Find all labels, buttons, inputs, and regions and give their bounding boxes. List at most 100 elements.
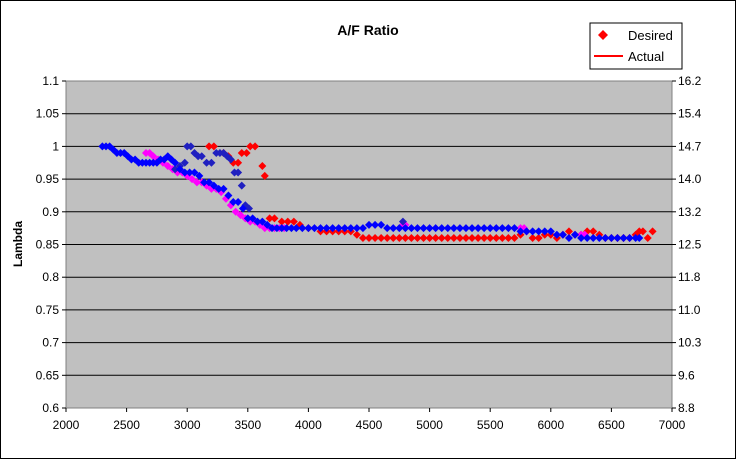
data-point xyxy=(282,224,291,233)
data-point xyxy=(270,214,279,223)
y-tick-label: 0.8 xyxy=(42,270,59,284)
legend: Desired Actual xyxy=(589,22,683,70)
data-point xyxy=(377,233,386,242)
x-tick-label: 3500 xyxy=(234,418,261,432)
data-point xyxy=(188,175,197,184)
data-point xyxy=(564,227,573,236)
legend-marker-desired xyxy=(598,30,608,40)
data-point xyxy=(236,211,245,220)
y-tick-label: 0.6 xyxy=(42,401,59,415)
data-point xyxy=(449,233,458,242)
data-point xyxy=(643,233,652,242)
data-point xyxy=(589,233,598,242)
data-point xyxy=(443,224,452,233)
data-point xyxy=(304,224,313,233)
data-point xyxy=(607,233,616,242)
data-point xyxy=(528,233,537,242)
data-point xyxy=(365,233,373,242)
data-point xyxy=(534,227,543,236)
data-point xyxy=(192,178,201,187)
data-point xyxy=(419,233,428,242)
data-point xyxy=(437,224,446,233)
data-point xyxy=(175,165,184,174)
data-point xyxy=(287,224,296,233)
data-point xyxy=(504,224,513,233)
data-point xyxy=(358,233,367,242)
data-point xyxy=(449,224,458,233)
data-point xyxy=(419,224,428,233)
data-point xyxy=(237,148,246,157)
data-point xyxy=(546,227,555,236)
data-point xyxy=(492,224,501,233)
x-tick-label: 7000 xyxy=(659,418,686,432)
data-point xyxy=(209,181,218,190)
x-tick-label: 4500 xyxy=(356,418,383,432)
data-point xyxy=(365,220,373,229)
data-point xyxy=(395,224,404,233)
data-point xyxy=(625,233,634,242)
data-point xyxy=(200,178,209,187)
y2-tick-label: 14.7 xyxy=(678,139,702,153)
y2-tick-label: 11.0 xyxy=(678,303,701,317)
data-point xyxy=(298,224,307,233)
data-point xyxy=(407,233,416,242)
y2-tick-label: 13.2 xyxy=(678,205,702,219)
data-point xyxy=(234,158,243,167)
data-point xyxy=(237,181,246,190)
legend-label-actual: Actual xyxy=(628,49,664,64)
data-point xyxy=(389,224,398,233)
data-point xyxy=(205,142,214,151)
data-point xyxy=(474,233,483,242)
data-point xyxy=(263,220,272,229)
data-point xyxy=(534,233,543,242)
x-tick-label: 2500 xyxy=(113,418,140,432)
data-point xyxy=(486,224,495,233)
data-point xyxy=(498,224,507,233)
data-point xyxy=(310,224,319,233)
data-point xyxy=(461,233,470,242)
data-point xyxy=(468,233,477,242)
data-point xyxy=(510,224,519,233)
data-point xyxy=(346,224,355,233)
data-point xyxy=(558,230,567,239)
data-point xyxy=(510,233,519,242)
data-point xyxy=(455,224,464,233)
data-point xyxy=(601,233,610,242)
x-tick-label: 4000 xyxy=(295,418,322,432)
data-point xyxy=(401,233,410,242)
data-point xyxy=(171,165,180,174)
data-point xyxy=(248,214,257,223)
y-tick-label: 0.85 xyxy=(36,238,60,252)
legend-label-desired: Desired xyxy=(628,28,673,43)
data-point xyxy=(328,224,337,233)
y2-tick-label: 8.8 xyxy=(678,401,695,415)
data-point xyxy=(504,233,513,242)
data-points xyxy=(98,142,657,242)
data-point xyxy=(431,233,440,242)
series-2 xyxy=(171,142,407,226)
data-point xyxy=(234,197,243,206)
data-point xyxy=(516,227,525,236)
gridlines xyxy=(66,113,672,376)
y2-tick-label: 14.0 xyxy=(678,172,702,186)
y2-tick-label: 15.4 xyxy=(678,107,702,121)
x-axis-ticks: 2000 2500 3000 3500 4000 4500 5000 5500 6000 6500… xyxy=(53,408,686,432)
data-point xyxy=(190,168,199,177)
y2-tick-label: 9.6 xyxy=(678,368,695,382)
data-point xyxy=(277,224,286,233)
data-point xyxy=(613,233,622,242)
series-3 xyxy=(98,142,644,242)
data-point xyxy=(180,168,189,177)
data-point xyxy=(316,224,325,233)
data-point xyxy=(528,227,537,236)
y2-tick-label: 10.3 xyxy=(678,336,702,350)
data-point xyxy=(371,233,380,242)
y2-tick-label: 11.8 xyxy=(678,270,701,284)
data-point xyxy=(443,233,452,242)
data-point xyxy=(229,197,238,206)
data-point xyxy=(219,184,228,193)
data-point xyxy=(377,220,386,229)
data-point xyxy=(283,217,292,226)
data-point xyxy=(401,224,410,233)
